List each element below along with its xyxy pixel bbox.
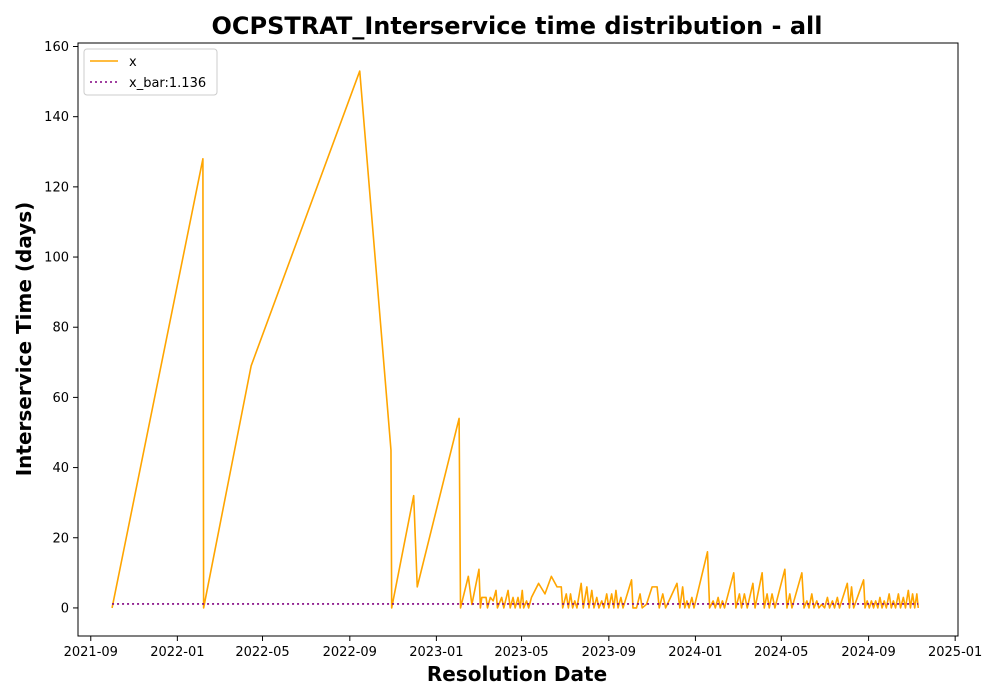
legend: x x_bar:1.136 (83, 48, 218, 96)
x-tick-label: 2022-01 (150, 645, 204, 660)
x-tick-label: 2024-05 (754, 645, 808, 660)
x-tick-label: 2023-05 (494, 645, 548, 660)
y-axis-ticks: 0 20 40 60 80 100 120 140 160 (44, 40, 78, 616)
plot-background (78, 43, 958, 636)
y-tick-label: 60 (52, 391, 69, 406)
y-tick-label: 100 (44, 251, 69, 266)
x-axis-label: Resolution Date (427, 662, 607, 686)
legend-label-x: x (129, 55, 137, 70)
chart-title: OCPSTRAT_Interservice time distribution … (212, 12, 823, 40)
x-tick-label: 2023-01 (409, 645, 463, 660)
y-axis-label: Interservice Time (days) (12, 202, 36, 477)
axes-frame (77, 42, 959, 637)
legend-label-x-bar: x_bar:1.136 (129, 76, 206, 91)
x-tick-label: 2021-09 (64, 645, 118, 660)
x-tick-label: 2023-09 (582, 645, 636, 660)
y-tick-label: 140 (44, 110, 69, 125)
series-line-x (111, 70, 920, 609)
y-tick-label: 120 (44, 180, 69, 195)
plot-area (78, 43, 958, 636)
x-tick-label: 2024-01 (668, 645, 722, 660)
y-tick-label: 80 (52, 321, 69, 336)
x-axis-ticks: 2021-09 2022-01 2022-05 2022-09 2023-01 2023-… (64, 636, 982, 660)
x-tick-label: 2022-05 (235, 645, 289, 660)
series-layer (111, 70, 920, 609)
y-tick-label: 20 (52, 531, 69, 546)
x-tick-label: 2024-09 (841, 645, 895, 660)
y-tick-label: 40 (52, 461, 69, 476)
x-tick-label: 2022-09 (323, 645, 377, 660)
y-tick-label: 0 (61, 601, 69, 616)
x-tick-label: 2025-01 (928, 645, 982, 660)
y-tick-label: 160 (44, 40, 69, 55)
